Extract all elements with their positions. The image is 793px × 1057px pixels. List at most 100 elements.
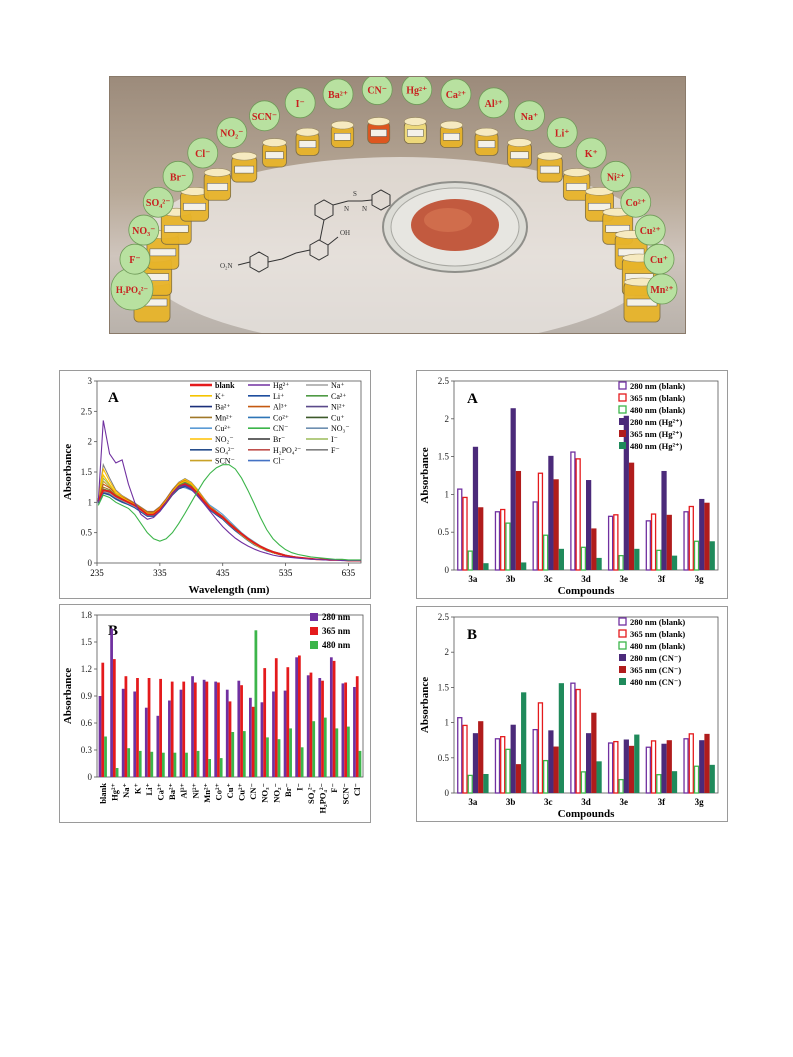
bar [591,712,597,793]
bar [266,737,269,777]
bar [656,549,662,571]
bar [462,724,468,794]
legend-swatch [618,629,627,638]
vial [330,120,355,148]
ion-label: I⁻ [296,99,305,110]
nitrogen-label-2: N [362,205,367,213]
bar [295,657,299,777]
vial-label [566,183,588,191]
bar [505,522,511,571]
bar [542,534,549,571]
bar [666,740,672,793]
ion-bubble [478,87,510,119]
bar [623,415,629,570]
y-tick-label: 1.5 [438,452,450,462]
ion-label: Ni²⁺ [607,172,625,183]
legend-entry: 480 nm [322,640,351,650]
category-label: 3a [468,797,478,807]
ion-bubble [249,100,280,132]
category-label: SO₄²⁻ [306,783,316,804]
bar [219,758,223,777]
y-tick-label: 0.5 [438,753,450,763]
y-axis-title: Absorbance [419,447,431,503]
y-tick-label: 2.5 [81,406,93,416]
bar [650,513,657,571]
category-label: 3g [695,574,705,584]
bar [580,771,587,794]
x-axis-title: Compounds [558,585,616,597]
category-label: Br⁻ [283,783,293,797]
ion-bubble [620,186,652,218]
y-tick-label: 0.6 [81,718,93,728]
bar [104,736,107,777]
ion-label: Co²⁺ [626,198,647,209]
x-tick-label: 635 [342,568,356,578]
legend-entry: Br⁻ [273,435,285,444]
vial-label [149,248,177,257]
bar [274,658,278,777]
legend-entry: CN⁻ [273,424,288,433]
legend-entry: Cl⁻ [273,457,285,466]
ion-label: NO₂⁻ [220,129,243,140]
bar [353,687,356,777]
bar [150,751,154,777]
ion-label: H₂PO₄²⁻ [116,285,149,295]
vial-label [206,183,228,191]
ion-label: Ba²⁺ [328,90,348,101]
bar [98,696,102,777]
bar [277,739,281,777]
ion-label: F⁻ [129,255,140,266]
bar [634,734,640,793]
bar [586,480,592,570]
y-tick-label: 0 [88,558,93,568]
bar [306,675,310,777]
ion-label: Cu⁺ [650,255,668,266]
vial-label [265,151,284,160]
bar [202,679,206,777]
bar [628,745,635,793]
bar [661,743,667,793]
line-chart-wavelength: 0 0.5 1 1.5 2 2.5 3 Absorbance Wavelength (nm) A 2… [62,376,362,596]
legend-swatch [618,381,627,390]
bar [515,764,522,793]
legend-entry: NO₃⁻ [331,424,350,433]
category-label: 3d [581,574,591,584]
category-label: I⁻ [294,783,304,791]
bar [289,728,292,777]
vial-rim [536,151,563,161]
vial [562,168,591,201]
legend-entry: 365 nm [322,626,351,636]
bar [709,541,715,570]
y-tick-label: 2 [445,414,450,424]
legend-swatch [619,678,626,685]
bar [457,488,463,571]
bar [127,748,131,777]
legend-entry: Ca²⁺ [331,392,347,401]
y-tick-label: 1.5 [438,682,450,692]
bar [478,507,484,570]
vial [474,127,499,156]
bar [607,742,614,794]
bar [483,773,489,793]
bar [494,511,501,571]
vial-rim [231,151,258,161]
y-tick-label: 1.5 [81,467,93,477]
bar [494,738,501,794]
ion-bubble [575,137,607,169]
legend-swatch [619,666,626,673]
legend-swatch [619,654,626,661]
ion-bubble [142,186,174,218]
panel-letter: A [108,390,119,406]
vial [507,138,532,168]
category-label: Mn²⁺ [202,783,212,803]
ion-label: Li⁺ [555,129,570,140]
y-axis-title: Absorbance [62,444,74,500]
bar [521,562,527,570]
category-label: Li⁺ [144,783,154,796]
y-tick-label: 0.9 [81,691,93,701]
y-tick-label: 1.5 [81,637,93,647]
bar [537,702,544,794]
bar [553,746,559,793]
bar [133,691,137,777]
bar [112,659,116,777]
